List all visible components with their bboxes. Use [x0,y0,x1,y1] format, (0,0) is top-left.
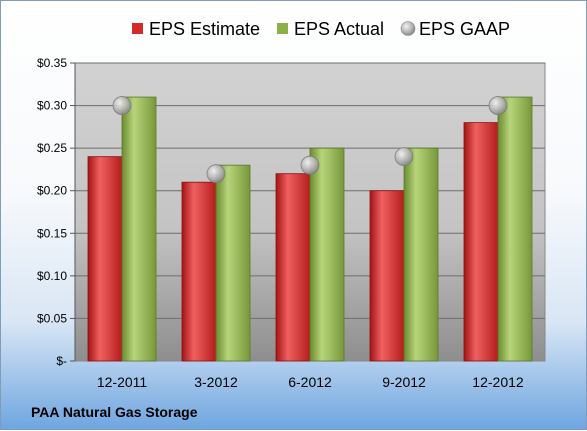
bar-eps-estimate [87,156,123,362]
x-tick-label: 12-2012 [472,374,524,390]
marker-eps-gaap [488,96,508,115]
legend-swatch [277,23,288,34]
x-tick-label: 9-2012 [382,374,426,390]
marker-eps-gaap [112,96,132,115]
x-axis: 12-2011 3-2012 6-2012 9-2012 12-2012 [97,374,524,390]
bars [87,96,533,362]
legend-eps-estimate: EPS Estimate [132,19,260,39]
bar-eps-actual [403,147,439,362]
bar-eps-actual [309,147,345,362]
x-tick-label: 12-2011 [97,374,148,390]
marker-eps-gaap [394,147,414,167]
y-tick-label: $- [56,354,67,368]
bar-eps-estimate [369,190,405,362]
bar-eps-actual [497,96,533,362]
legend-swatch [400,21,416,36]
legend-label: EPS Actual [294,19,384,39]
marker-eps-gaap [206,164,226,184]
bar-eps-actual [215,164,251,362]
bar-eps-estimate [275,173,311,362]
y-tick-label: $0.25 [37,141,67,155]
company-label: PAA Natural Gas Storage [31,404,198,420]
bar-eps-actual [121,96,157,362]
y-tick-label: $0.20 [37,184,67,198]
y-tick-label: $0.35 [37,56,67,70]
bar-eps-estimate [181,181,217,362]
legend-swatch [132,23,143,34]
legend: EPS Estimate EPS Actual EPS GAAP [132,19,510,39]
legend-eps-actual: EPS Actual [277,19,384,39]
marker-eps-gaap [300,155,320,175]
y-tick-label: $0.15 [37,226,67,240]
y-axis: $- $0.05 $0.10 $0.15 $0.20 $0.25 $0.30 $0.35 [37,56,76,368]
legend-label: EPS GAAP [419,19,510,39]
y-tick-label: $0.10 [37,269,67,283]
legend-eps-gaap: EPS GAAP [400,19,510,39]
x-tick-label: 3-2012 [194,374,238,390]
y-tick-label: $0.30 [37,99,67,113]
legend-label: EPS Estimate [149,19,260,39]
y-tick-label: $0.05 [37,311,67,325]
bar-eps-estimate [463,122,499,362]
x-tick-label: 6-2012 [288,374,332,390]
gaap-markers [112,96,508,184]
